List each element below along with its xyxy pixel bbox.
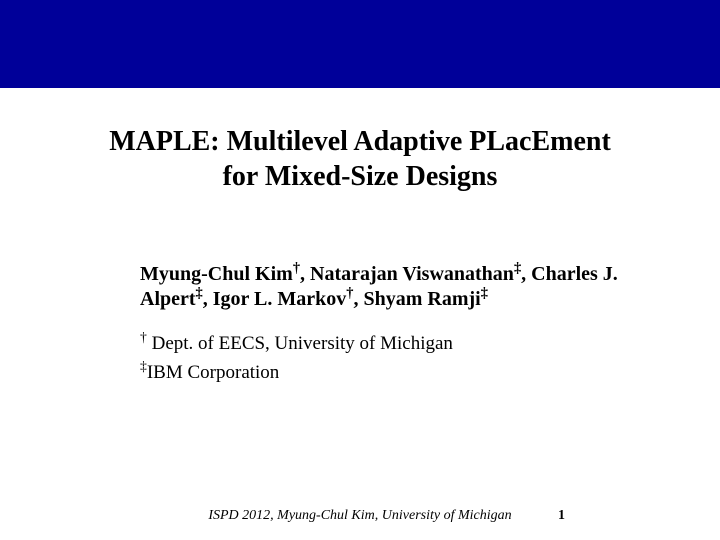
author-3-affil-mark: ‡: [196, 285, 203, 301]
affil-2-text: IBM Corporation: [147, 362, 279, 383]
authors-block: Myung-Chul Kim†, Natarajan Viswanathan‡,…: [0, 262, 720, 312]
affil-2-mark: ‡: [140, 358, 147, 373]
author-4: , Igor L. Markov: [203, 288, 347, 310]
page-number: 1: [558, 508, 565, 524]
slide-title: MAPLE: Multilevel Adaptive PLacEment for…: [0, 124, 720, 194]
author-2: , Natarajan Viswanathan: [300, 263, 514, 285]
affiliation-1: † Dept. of EECS, University of Michigan: [140, 330, 660, 359]
author-1: Myung-Chul Kim: [140, 263, 293, 285]
affil-1-text: Dept. of EECS, University of Michigan: [147, 333, 453, 354]
affiliation-2: ‡IBM Corporation: [140, 359, 660, 388]
author-5: , Shyam Ramji: [353, 288, 480, 310]
footer: ISPD 2012, Myung-Chul Kim, University of…: [0, 506, 720, 524]
affiliations-block: † Dept. of EECS, University of Michigan …: [0, 330, 720, 387]
author-5-affil-mark: ‡: [481, 285, 488, 301]
title-line-2: for Mixed-Size Designs: [223, 161, 498, 192]
affil-1-mark: †: [140, 330, 147, 345]
author-1-affil-mark: †: [293, 260, 300, 276]
conference-info: ISPD 2012, Myung-Chul Kim, University of…: [208, 508, 511, 524]
header-band: [0, 0, 720, 88]
title-line-1: MAPLE: Multilevel Adaptive PLacEment: [109, 126, 611, 157]
